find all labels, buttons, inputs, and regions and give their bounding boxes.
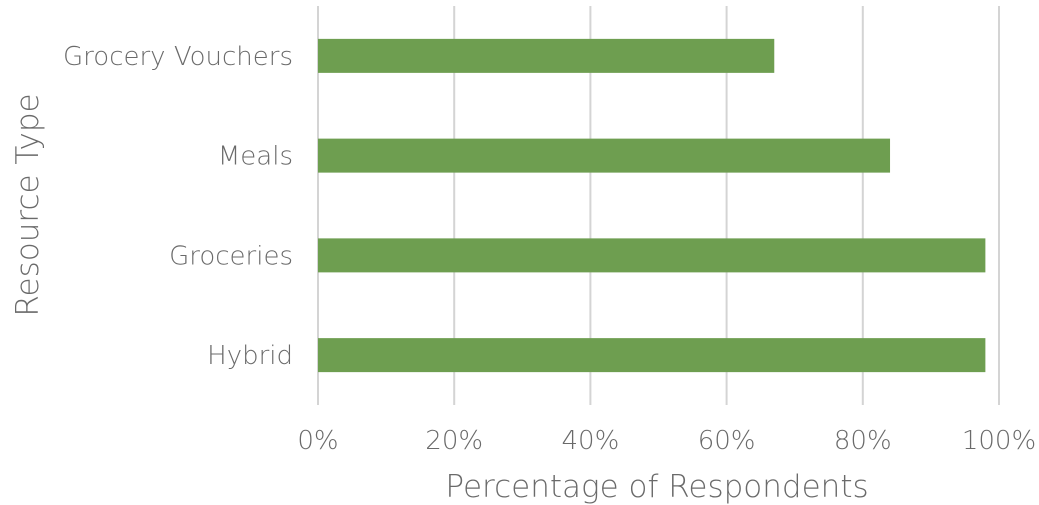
- x-tick-label: 80%: [834, 426, 892, 456]
- bar: [318, 38, 775, 73]
- x-tick-label: 40%: [562, 426, 620, 456]
- bars: [318, 38, 986, 373]
- category-label: Grocery Vouchers: [63, 42, 293, 72]
- bar: [318, 238, 986, 273]
- x-tick-label: 100%: [962, 426, 1036, 456]
- category-label: Hybrid: [207, 341, 293, 371]
- x-axis-title: Percentage of Respondents: [445, 469, 868, 505]
- x-tick-labels: 0% 20% 40% 60% 80% 100%: [297, 426, 1036, 456]
- category-labels: Grocery Vouchers Meals Groceries Hybrid: [63, 42, 293, 371]
- y-axis-title: Resource Type: [10, 93, 46, 316]
- bar: [318, 338, 986, 373]
- x-tick-label: 0%: [297, 426, 338, 456]
- category-label: Meals: [218, 142, 293, 172]
- x-tick-label: 20%: [425, 426, 483, 456]
- category-label: Groceries: [169, 241, 293, 271]
- x-tick-label: 60%: [698, 426, 756, 456]
- bar: [318, 138, 891, 173]
